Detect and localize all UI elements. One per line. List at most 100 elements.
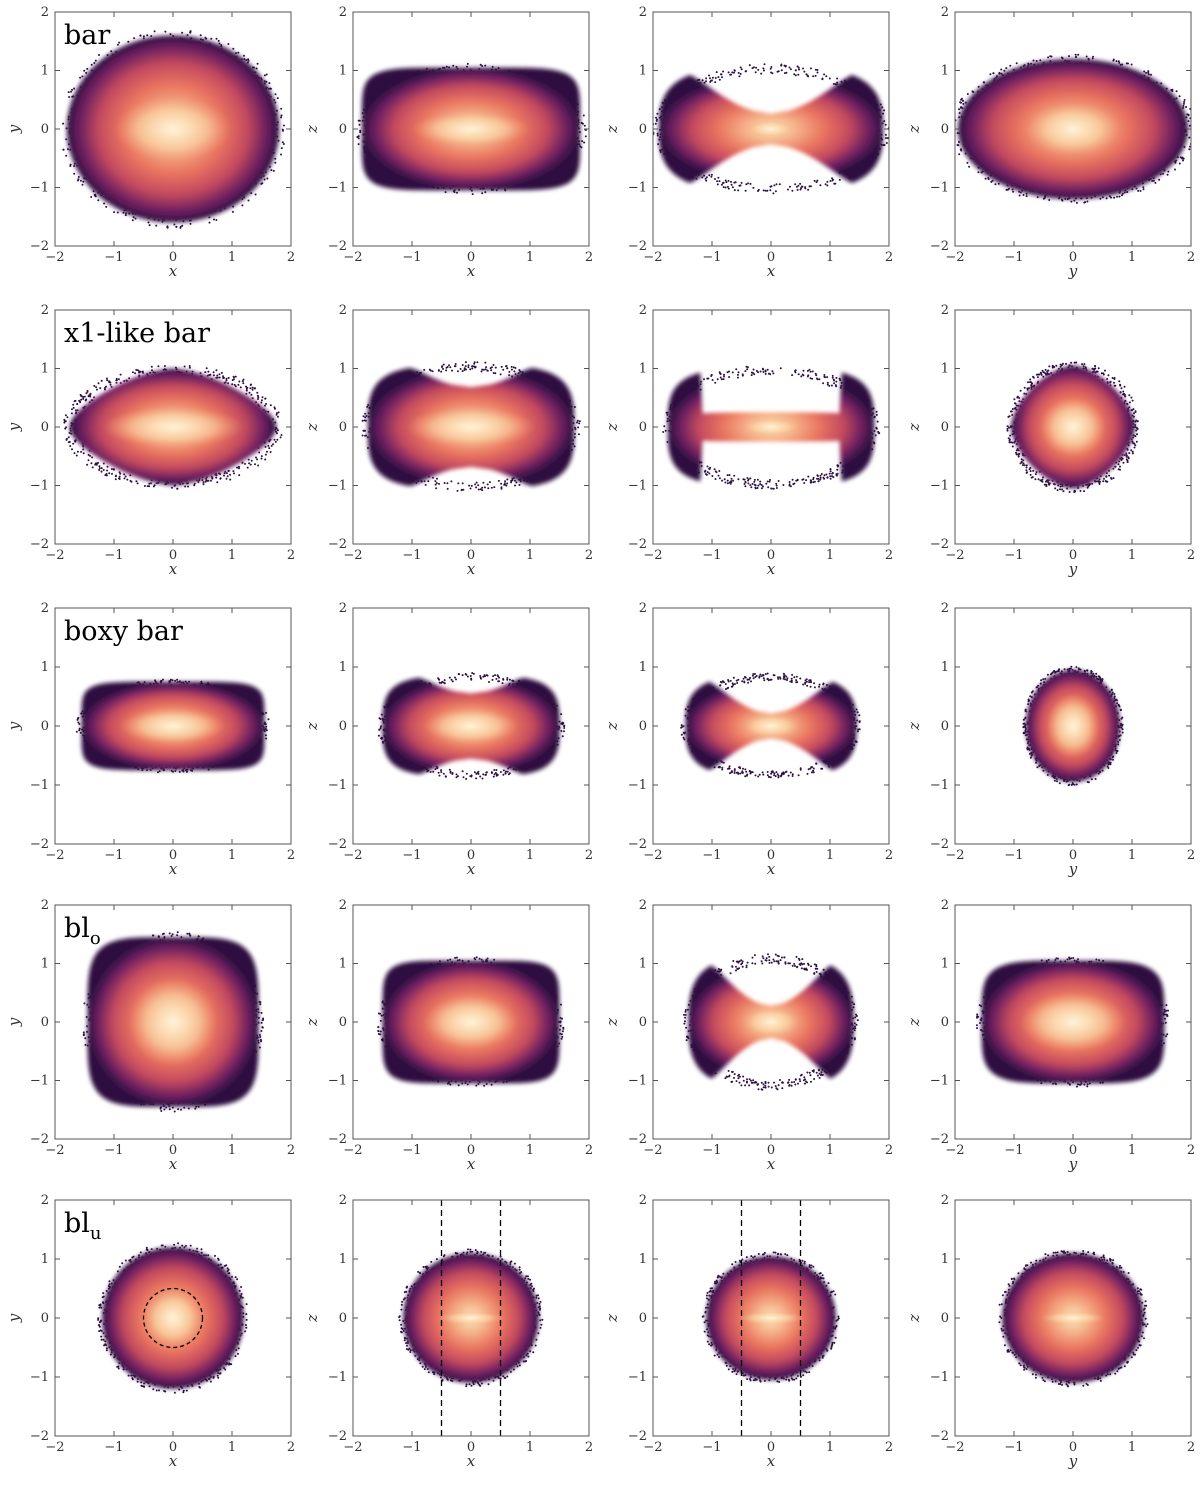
y-tick-label: 1	[339, 1252, 347, 1267]
x-axis-label: x	[467, 1155, 476, 1173]
x-axis-label: x	[169, 262, 178, 280]
x-tick-label: −1	[104, 1440, 123, 1455]
x-tick-label: −1	[1004, 1440, 1023, 1455]
y-tick-label: −2	[328, 1429, 347, 1444]
y-axis-label: z	[303, 423, 321, 432]
y-axis-label: z	[303, 722, 321, 731]
row-label-subscript: u	[90, 1223, 102, 1244]
x-tick-label: 1	[1128, 250, 1136, 265]
x-tick-label: 1	[526, 1440, 534, 1455]
y-tick-label: 1	[639, 362, 647, 377]
density-core	[1046, 693, 1100, 759]
y-tick-label: 0	[639, 719, 647, 734]
y-tick-label: 1	[639, 957, 647, 972]
y-tick-label: 0	[941, 1311, 949, 1326]
x-tick-label: 2	[287, 250, 295, 265]
y-tick-label: −1	[328, 1370, 347, 1385]
y-tick-label: 2	[339, 898, 347, 913]
y-tick-label: 1	[639, 1252, 647, 1267]
y-tick-label: 0	[941, 719, 949, 734]
x-tick-label: −1	[402, 548, 421, 563]
y-tick-label: 2	[941, 898, 949, 913]
y-tick-label: −2	[328, 837, 347, 852]
density-core	[1040, 397, 1106, 457]
y-tick-label: 2	[639, 898, 647, 913]
x-tick-label: 2	[1187, 1440, 1195, 1455]
y-axis-label: z	[303, 1314, 321, 1323]
x-tick-label: 2	[1187, 1143, 1195, 1158]
y-tick-label: 2	[41, 303, 49, 318]
x-axis-label: x	[467, 262, 476, 280]
x-tick-label: −1	[104, 250, 123, 265]
x-tick-label: 2	[885, 250, 893, 265]
x-axis-label: x	[767, 1155, 776, 1173]
x-tick-label: −1	[702, 1440, 721, 1455]
y-axis-label: z	[905, 423, 923, 432]
x-axis-label: x	[467, 860, 476, 878]
x-axis-label: x	[169, 560, 178, 578]
x-tick-label: 0	[169, 250, 177, 265]
y-tick-label: 1	[41, 362, 49, 377]
x-tick-label: 2	[1187, 548, 1195, 563]
panel-r4-c3: −2 −1 0 1 2 −2 −1 0 1 2 x z	[603, 898, 893, 1173]
x-tick-label: 2	[287, 1440, 295, 1455]
x-tick-label: 1	[826, 848, 834, 863]
y-tick-label: 0	[339, 1015, 347, 1030]
panel-r3-c1: −2 −1 0 1 2 −2 −1 0 1 2 x y boxy bar	[5, 601, 295, 878]
x-tick-label: 0	[467, 250, 475, 265]
x-tick-label: −2	[343, 250, 362, 265]
panel-r3-c3: −2 −1 0 1 2 −2 −1 0 1 2 x z	[603, 601, 893, 878]
y-tick-label: 2	[639, 5, 647, 20]
y-tick-label: −1	[628, 778, 647, 793]
x-tick-label: 0	[169, 1440, 177, 1455]
y-axis-label: z	[303, 125, 321, 134]
x-tick-label: −2	[945, 848, 964, 863]
y-tick-label: 0	[339, 420, 347, 435]
x-tick-label: −2	[643, 1440, 662, 1455]
x-axis-label: y	[1068, 560, 1078, 578]
y-tick-label: −1	[628, 181, 647, 196]
x-axis-label: y	[1068, 262, 1078, 280]
density-core	[438, 1310, 504, 1326]
x-tick-label: −2	[945, 250, 964, 265]
row-label: boxy bar	[64, 616, 183, 647]
y-axis-label: z	[603, 722, 621, 731]
x-tick-label: −2	[343, 548, 362, 563]
y-axis-label: y	[5, 422, 23, 432]
x-axis-label: x	[169, 860, 178, 878]
x-axis-label: y	[1068, 1155, 1078, 1173]
panel-r1-c4: −2 −1 0 1 2 −2 −1 0 1 2 y z	[905, 5, 1195, 280]
y-tick-label: 1	[639, 64, 647, 79]
y-tick-label: 0	[41, 1311, 49, 1326]
y-tick-label: 1	[339, 64, 347, 79]
panel-r5-c3: −2 −1 0 1 2 −2 −1 0 1 2 x z	[603, 1193, 893, 1470]
y-axis-label: y	[5, 124, 23, 134]
y-tick-label: 1	[941, 660, 949, 675]
y-tick-label: 0	[339, 122, 347, 137]
density-core	[1025, 102, 1121, 156]
x-tick-label: 0	[169, 1143, 177, 1158]
x-axis-label: x	[767, 860, 776, 878]
x-tick-label: −2	[45, 548, 64, 563]
density-core	[143, 1288, 203, 1348]
x-tick-label: −1	[104, 548, 123, 563]
panel-r5-c2: −2 −1 0 1 2 −2 −1 0 1 2 x z	[303, 1193, 593, 1470]
row-label: bar	[64, 20, 110, 51]
x-tick-label: −1	[104, 848, 123, 863]
x-tick-label: 0	[1069, 1440, 1077, 1455]
x-tick-label: 0	[467, 1440, 475, 1455]
x-tick-label: −2	[45, 1440, 64, 1455]
x-tick-label: 0	[1069, 1143, 1077, 1158]
panel-r3-c4: −2 −1 0 1 2 −2 −1 0 1 2 y z	[905, 601, 1195, 878]
x-tick-label: 1	[826, 1143, 834, 1158]
x-axis-label: x	[467, 560, 476, 578]
density-core	[741, 418, 801, 436]
x-tick-label: 1	[826, 250, 834, 265]
x-tick-label: 0	[1069, 548, 1077, 563]
y-axis-label: z	[905, 1314, 923, 1323]
y-tick-label: −1	[930, 778, 949, 793]
y-tick-label: 2	[941, 601, 949, 616]
x-tick-label: −1	[402, 250, 421, 265]
panel-r1-c2: −2 −1 0 1 2 −2 −1 0 1 2 x z	[303, 5, 593, 280]
